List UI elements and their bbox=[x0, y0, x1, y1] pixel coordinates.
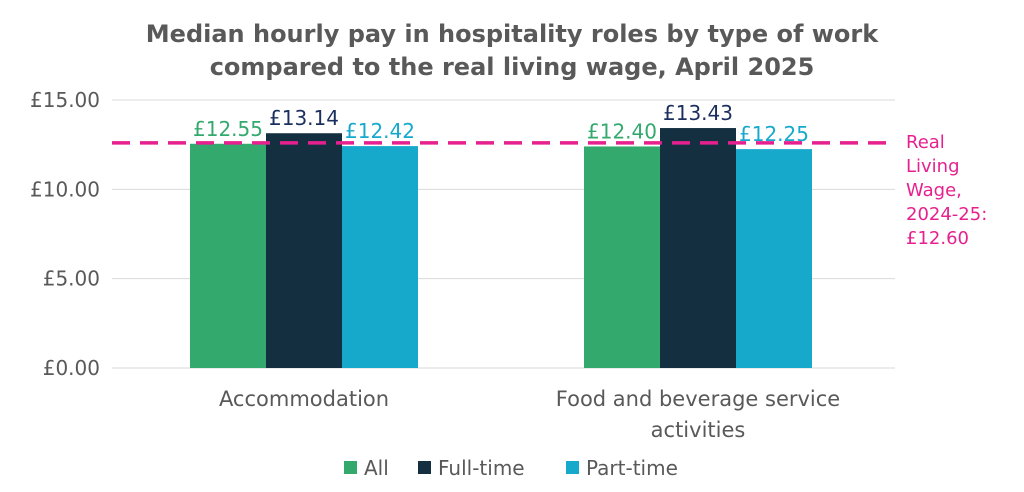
data-label: £12.42 bbox=[345, 119, 415, 143]
data-label: £13.43 bbox=[663, 101, 733, 125]
bar-part-time bbox=[342, 146, 418, 368]
x-category-label: Food and beverage service bbox=[556, 387, 840, 411]
living-wage-annotation: £12.60 bbox=[906, 228, 969, 249]
legend-swatch-full-time bbox=[418, 461, 431, 474]
living-wage-annotation: Wage, bbox=[906, 180, 962, 201]
legend-swatch-part-time bbox=[566, 461, 579, 474]
bar-full-time bbox=[266, 133, 342, 368]
y-tick-label: £15.00 bbox=[30, 88, 100, 112]
living-wage-annotation: Living bbox=[906, 156, 960, 177]
bar-part-time bbox=[736, 149, 812, 368]
chart-title: compared to the real living wage, April … bbox=[210, 53, 815, 81]
bar-all bbox=[584, 146, 660, 368]
y-tick-label: £0.00 bbox=[43, 356, 100, 380]
x-category-label: Accommodation bbox=[219, 387, 389, 411]
data-label: £12.40 bbox=[587, 119, 657, 143]
legend-label: Full-time bbox=[438, 456, 525, 480]
chart-title: Median hourly pay in hospitality roles b… bbox=[146, 20, 879, 48]
data-label: £13.14 bbox=[269, 106, 339, 130]
data-label: £12.55 bbox=[193, 117, 263, 141]
bar-full-time bbox=[660, 128, 736, 368]
y-tick-label: £5.00 bbox=[43, 267, 100, 291]
x-category-label: activities bbox=[651, 418, 746, 442]
living-wage-annotation: 2024-25: bbox=[906, 204, 987, 225]
y-tick-label: £10.00 bbox=[30, 177, 100, 201]
legend-swatch-all bbox=[344, 461, 357, 474]
living-wage-annotation: Real bbox=[906, 132, 945, 153]
bar-all bbox=[190, 143, 266, 368]
legend-label: Part-time bbox=[586, 456, 678, 480]
legend-label: All bbox=[364, 456, 389, 480]
